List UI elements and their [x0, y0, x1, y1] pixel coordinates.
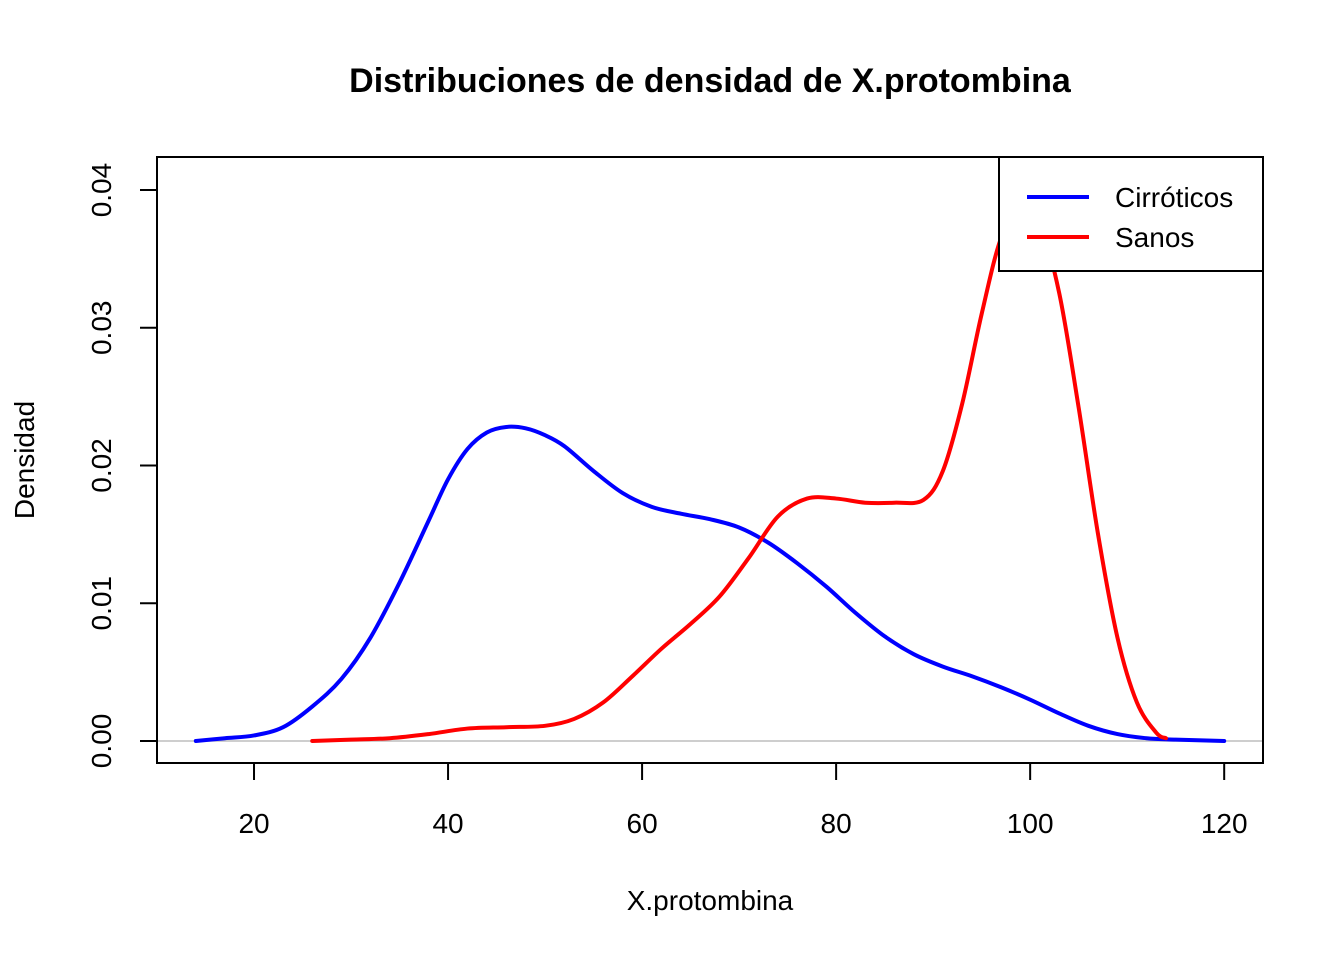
x-axis: 20 40 60 80 100 120 — [238, 762, 1248, 839]
legend-label: Cirróticos — [1115, 182, 1233, 213]
y-tick-label: 0.02 — [86, 438, 117, 493]
x-tick-label: 120 — [1201, 808, 1248, 839]
legend-box — [998, 156, 1264, 272]
y-tick-label: 0.03 — [86, 301, 117, 356]
x-tick-label: 20 — [238, 808, 269, 839]
y-axis-label: Densidad — [9, 401, 40, 519]
x-tick-label: 80 — [821, 808, 852, 839]
x-tick-label: 40 — [432, 808, 463, 839]
y-tick-label: 0.00 — [86, 714, 117, 769]
series-line-cirroticos — [193, 424, 1227, 743]
y-tick-label: 0.01 — [86, 576, 117, 631]
series-line-sanos — [310, 207, 1168, 743]
chart-title: Distribuciones de densidad de X.protombi… — [349, 62, 1072, 100]
x-tick-label: 100 — [1007, 808, 1054, 839]
y-tick-label: 0.04 — [86, 163, 117, 218]
x-axis-label: X.protombina — [627, 885, 794, 916]
legend-label: Sanos — [1115, 222, 1194, 253]
plot-lines — [157, 207, 1263, 743]
y-axis: 0.00 0.01 0.02 0.03 0.04 — [86, 163, 158, 769]
x-tick-label: 60 — [627, 808, 658, 839]
legend: Cirróticos Sanos — [998, 156, 1264, 272]
